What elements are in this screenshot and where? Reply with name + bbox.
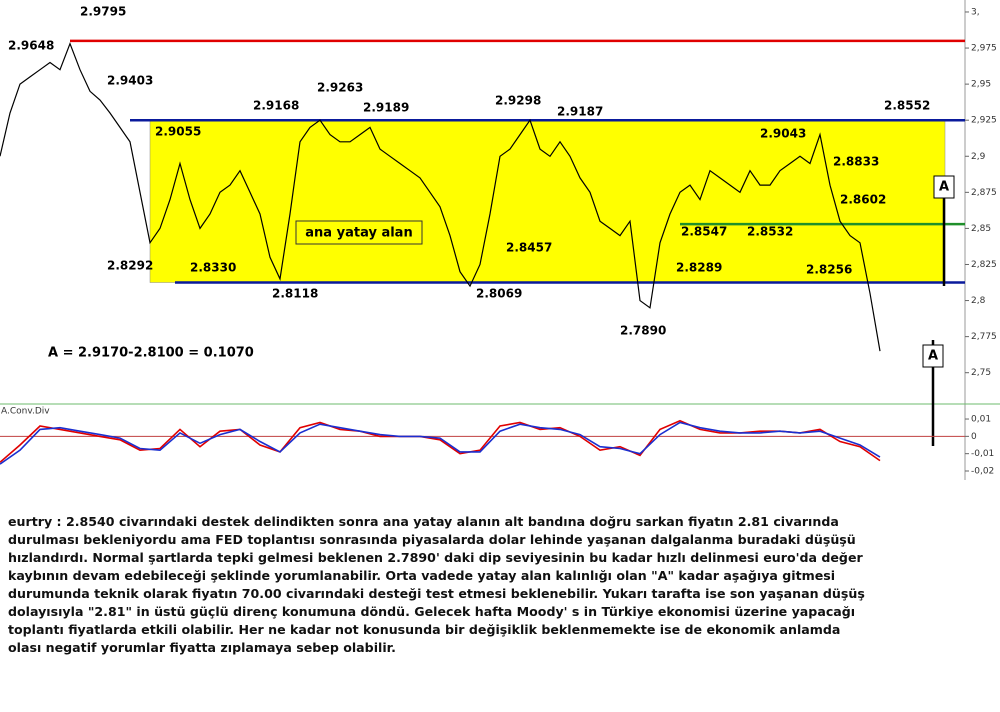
series-line	[0, 421, 881, 465]
y-tick-label: 2,9	[971, 152, 986, 162]
formula-note: A = 2.9170-2.8100 = 0.1070	[48, 346, 254, 361]
price-annotation: 2.8330	[190, 261, 236, 275]
price-annotation: 2.9403	[107, 74, 153, 88]
price-annotation: 2.9795	[80, 5, 126, 19]
commentary-line: dolayısıyla "2.81" in üstü güçlü direnç …	[8, 604, 856, 619]
price-annotation: 2.8457	[506, 241, 552, 255]
y-tick-label: 2,925	[971, 116, 997, 126]
price-annotation: 2.9263	[317, 81, 363, 95]
price-annotation: 2.9168	[253, 99, 299, 113]
marker-label: A	[939, 180, 949, 195]
price-annotation: 2.9648	[8, 39, 54, 53]
marker-box	[933, 175, 955, 199]
price-annotation: 2.8547	[681, 225, 727, 239]
price-annotation: 2.9187	[557, 105, 603, 119]
commentary-line: olası negatif yorumlar fiyatta zıplamaya…	[8, 640, 396, 655]
y-tick-label: 2,775	[971, 332, 997, 342]
commentary: eurtry : 2.8540 civarındaki destek delin…	[8, 513, 998, 657]
price-annotation: 2.8069	[476, 287, 522, 301]
series-line	[0, 419, 881, 463]
chart: 3, 2,975 2,95 2,925 2,9 2,875 2,85 2,825 2,8 2,77…	[0, 0, 1000, 480]
price-annotation: 2.8292	[107, 259, 153, 273]
y-tick-label: -0,02	[971, 466, 994, 476]
band-label: ana yatay alan	[305, 226, 412, 241]
y-tick-label: 2,95	[971, 80, 991, 90]
commentary-line: eurtry : 2.8540 civarındaki destek delin…	[8, 514, 839, 529]
commentary-line: toplantı fiyatlarda etkili olabilir. Her…	[8, 622, 841, 637]
marker-box	[922, 344, 944, 368]
y-tick-label: -0,01	[971, 449, 994, 459]
price-annotation: 2.8602	[840, 193, 886, 207]
y-tick-label: 2,975	[971, 44, 997, 54]
commentary-line: hızlandırdı. Normal şartlarda tepki gelm…	[8, 550, 863, 565]
price-annotation: 2.9298	[495, 94, 541, 108]
price-annotation: 2.8118	[272, 287, 318, 301]
series-line	[0, 42, 881, 352]
indicator-title: A.Conv.Div	[1, 407, 50, 417]
y-tick-label: 2,85	[971, 224, 991, 234]
price-annotation: 2.8833	[833, 155, 879, 169]
price-annotation: 2.8552	[884, 99, 930, 113]
y-tick-label: 2,825	[971, 260, 997, 270]
y-tick-label: 2,8	[971, 296, 986, 306]
price-annotation: 2.8532	[747, 225, 793, 239]
price-annotation: 2.9055	[155, 125, 201, 139]
commentary-line: durulması bekleniyordu ama FED toplantıs…	[8, 532, 856, 547]
price-annotation: 2.7890	[620, 324, 666, 338]
marker-label: A	[928, 349, 938, 364]
range-band	[149, 119, 946, 283]
price-annotation: 2.8289	[676, 261, 722, 275]
y-tick-label: 3,	[971, 7, 980, 17]
y-tick-label: 2,875	[971, 188, 997, 198]
y-tick-label: 2,75	[971, 368, 991, 378]
y-tick-label: 0	[971, 432, 977, 442]
commentary-line: durumunda teknik olarak fiyatın 70.00 ci…	[8, 586, 865, 601]
price-annotation: 2.8256	[806, 263, 852, 277]
label-box	[295, 220, 423, 245]
y-tick-label: 0,01	[971, 415, 991, 425]
price-annotation: 2.9189	[363, 101, 409, 115]
commentary-line: kaybının devam edebileceği şeklinde yoru…	[8, 568, 836, 583]
price-annotation: 2.9043	[760, 127, 806, 141]
